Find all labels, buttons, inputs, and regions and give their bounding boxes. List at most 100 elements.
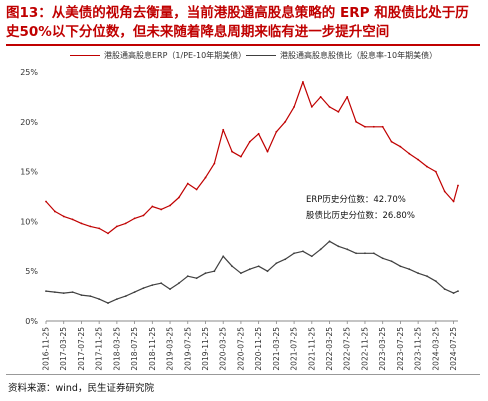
erp-data-point (133, 217, 136, 220)
erp-data-point (302, 81, 304, 83)
ratio-data-point (133, 291, 136, 294)
erp-data-point (399, 145, 402, 148)
erp-data-point (45, 200, 47, 203)
erp-data-point (222, 128, 225, 131)
x-tick-label: 2017-11-25 (95, 327, 104, 371)
erp-data-point (452, 200, 455, 203)
ratio-data-point (240, 272, 242, 275)
x-tick-label: 2020-11-25 (254, 327, 263, 371)
erp-data-point (426, 165, 428, 168)
erp-data-point (434, 170, 437, 173)
legend-label-erp: 港股通高股息ERP（1/PE-10年期美债） (104, 51, 247, 60)
erp-data-point (89, 225, 92, 228)
x-tick-label: 2022-03-25 (325, 327, 334, 371)
erp-data-point (275, 130, 278, 133)
ratio-data-point (222, 255, 225, 258)
ratio-data-point (160, 282, 163, 285)
ratio-data-point (80, 294, 83, 297)
x-tick-label: 2018-07-25 (130, 327, 139, 371)
ratio-data-point (142, 287, 145, 290)
erp-data-point (355, 120, 358, 123)
ratio-data-point (346, 248, 349, 251)
ratio-percentile-annotation: 股债比历史分位数：26.80% (306, 211, 415, 221)
ratio-data-point (248, 268, 251, 271)
x-tick-label: 2016-11-25 (42, 327, 51, 371)
x-tick-label: 2023-11-25 (414, 327, 423, 371)
ratio-data-point (98, 298, 101, 300)
erp-data-point (257, 132, 260, 135)
ratio-data-point (302, 250, 304, 253)
ratio-data-point (381, 257, 384, 260)
erp-data-point (80, 222, 83, 225)
ratio-data-point (124, 295, 127, 297)
ratio-data-point (390, 260, 393, 263)
series-erp-line (45, 81, 459, 234)
ratio-data-point (275, 262, 278, 265)
legend-swatch-erp (70, 54, 100, 57)
ratio-data-point (204, 272, 207, 275)
erp-data-point (98, 227, 101, 230)
ratio-data-point (62, 292, 65, 295)
ratio-data-point (178, 282, 180, 285)
legend-swatch-ratio (246, 54, 276, 57)
erp-data-point (71, 218, 74, 221)
title-underline (6, 44, 480, 46)
chart-title: 图13：从美债的视角去衡量，当前港股通高股息策略的 ERP 和股债比处于历史50… (6, 5, 469, 40)
ratio-data-point (115, 298, 118, 300)
erp-data-point (346, 96, 349, 98)
ratio-data-point (434, 280, 437, 283)
ratio-data-point (293, 252, 295, 255)
erp-data-point (266, 150, 269, 153)
ratio-data-point (151, 284, 154, 287)
erp-data-point (443, 190, 446, 193)
x-tick-label: 2024-07-25 (449, 327, 458, 371)
ratio-data-point (364, 252, 366, 255)
erp-data-point (213, 162, 216, 165)
erp-data-point (381, 125, 384, 128)
erp-data-point (124, 222, 127, 225)
x-tick-label: 2021-07-25 (290, 327, 299, 371)
x-tick-label: 2023-03-25 (378, 327, 387, 371)
ratio-data-point (443, 288, 446, 291)
y-tick-label: 15% (20, 168, 38, 177)
x-tick-label: 2024-03-25 (431, 327, 440, 371)
erp-data-point (186, 182, 189, 185)
ratio-data-point (186, 275, 189, 278)
erp-data-point (204, 176, 207, 179)
erp-data-point (364, 125, 366, 128)
erp-data-point (457, 184, 459, 187)
legend-item-ratio: 港股通高股息股债比（股息率-10年期美债） (246, 50, 437, 61)
x-tick-label: 2019-03-25 (166, 327, 175, 371)
ratio-data-point (372, 252, 375, 255)
erp-data-point (231, 150, 233, 153)
legend-item-erp: 港股通高股息ERP（1/PE-10年期美债） (70, 50, 246, 61)
erp-data-point (115, 225, 118, 228)
erp-data-point (107, 232, 109, 235)
erp-data-point (293, 105, 295, 108)
erp-data-point (240, 155, 242, 158)
x-tick-label: 2017-03-25 (59, 327, 68, 371)
ratio-data-point (195, 277, 198, 280)
erp-data-point (337, 110, 340, 113)
ratio-data-point (328, 240, 331, 243)
erp-data-point (328, 105, 331, 108)
x-tick-label: 2018-03-25 (112, 327, 121, 371)
erp-data-point (160, 208, 163, 211)
ratio-data-point (319, 248, 322, 251)
erp-data-point (372, 125, 375, 128)
ratio-data-point (417, 272, 420, 275)
ratio-data-point (408, 268, 411, 271)
y-tick-label: 20% (20, 118, 38, 127)
ratio-data-point (355, 252, 358, 255)
x-tick-label: 2022-11-25 (360, 327, 369, 371)
x-tick-label: 2023-07-25 (396, 327, 405, 371)
erp-data-point (284, 120, 287, 123)
x-tick-label: 2021-11-25 (307, 327, 316, 371)
y-tick-label: 5% (25, 267, 38, 276)
erp-data-point (62, 215, 65, 218)
x-tick-label: 2017-07-25 (77, 327, 86, 371)
ratio-data-point (266, 270, 269, 273)
ratio-data-point (89, 295, 92, 297)
ratio-data-point (45, 290, 47, 293)
y-tick-label: 25% (20, 68, 38, 77)
